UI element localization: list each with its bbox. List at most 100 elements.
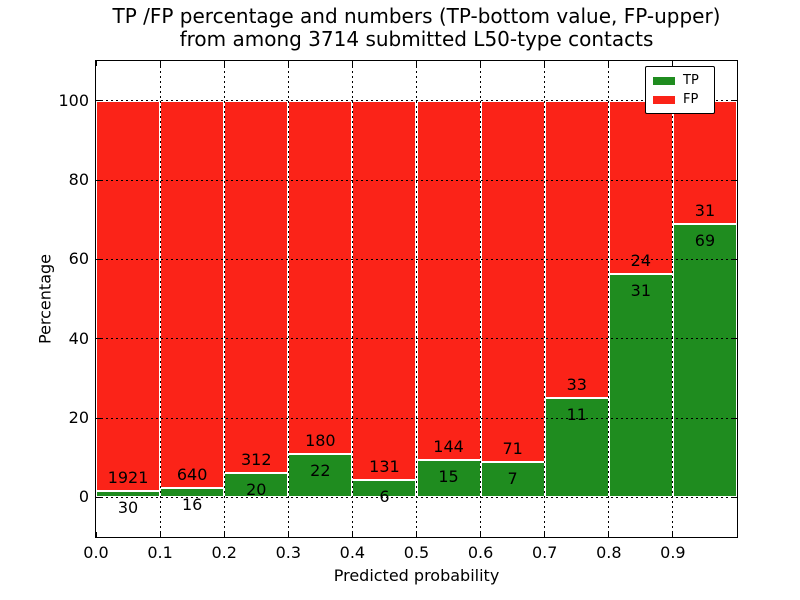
bar-label-fp-5: 144 [433,436,464,456]
y-tick-label-0: 0 [78,487,89,507]
legend-item-tp: TP [653,73,707,88]
tick-x-top-0 [95,61,97,66]
gridline-y-40 [96,338,737,340]
tick-x-top-2 [223,61,225,66]
bar-segment-fp-1 [160,100,225,488]
bar-label-fp-7: 33 [566,375,587,395]
gridline-x-0.2 [223,61,225,537]
tick-x-bottom-4 [351,532,353,537]
tick-x-top-5 [416,61,417,66]
bar-label-fp-8: 24 [630,250,652,270]
bar-label-fp-0: 1921 [107,468,149,488]
bar-segment-fp-2 [224,100,289,474]
bar-segment-fp-9 [672,100,737,224]
gridline-y-60 [96,258,737,260]
bar-label-tp-2: 20 [246,480,267,500]
tick-x-top-7 [544,61,546,66]
bar-segment-fp-4 [352,100,417,480]
tick-y-left-100 [96,100,101,102]
tick-x-top-1 [159,61,161,66]
bar-label-fp-6: 71 [502,438,523,458]
bar-label-fp-3: 180 [305,431,336,451]
gridline-y-20 [96,417,737,419]
tick-y-right-40 [732,338,737,340]
tp-swatch-icon [653,76,675,85]
gridline-x-0.8 [608,61,610,537]
bar-label-fp-2: 312 [240,450,272,470]
tick-x-top-4 [351,61,353,66]
bar-segment-fp-8 [608,100,673,274]
tick-x-top-10 [736,61,738,66]
y-tick-label-20: 20 [68,408,89,427]
tick-x-bottom-5 [416,532,417,537]
x-tick-label-0.5: 0.5 [403,543,430,562]
tick-y-left-20 [96,417,101,419]
gridline-x-0.7 [544,61,546,537]
bar-segment-tp-0 [96,491,161,498]
plot-area: 1921 30 640 16 312 20 180 22 131 6 144 15 71 7 33 11 24 3… [95,60,738,538]
tick-x-bottom-1 [159,532,161,537]
bar-label-tp-8: 31 [630,280,652,300]
bar-segment-tp-8 [608,273,673,498]
bar-label-fp-4: 131 [369,456,400,476]
bar-segment-tp-5 [416,459,481,498]
bar-label-tp-7: 11 [566,405,587,425]
x-tick-label-0.7: 0.7 [531,543,558,562]
legend-item-fp: FP [653,92,707,107]
bar-label-tp-1: 16 [181,494,203,514]
x-tick-label-0.3: 0.3 [275,543,302,562]
tick-x-top-8 [608,61,610,66]
tick-y-right-0 [732,496,737,498]
tick-x-top-6 [480,61,482,66]
gridline-y-0 [96,496,737,498]
bar-label-fp-1: 640 [176,464,208,484]
bar-label-tp-9: 69 [694,230,716,250]
gridline-y-100 [96,100,737,102]
gridline-x-0.3 [287,61,289,537]
chart-title-line1: TP /FP percentage and numbers (TP-bottom… [112,4,721,28]
x-tick-label-0.9: 0.9 [660,543,686,562]
y-tick-label-80: 80 [68,170,89,189]
gridline-x-0.9 [672,61,674,537]
tick-x-top-3 [287,61,289,66]
tick-x-bottom-6 [480,532,482,537]
bar-label-tp-6: 7 [507,468,518,488]
y-tick-label-60: 60 [68,249,89,269]
tick-x-bottom-10 [736,532,738,537]
bar-segment-tp-7 [544,398,609,498]
bar-segment-fp-3 [288,100,353,455]
bar-segment-fp-0 [96,100,161,492]
tick-y-right-80 [732,179,737,181]
legend-label-tp: TP [683,73,699,88]
y-tick-label-100: 100 [58,90,89,110]
bar-label-tp-4: 6 [379,486,390,506]
tick-y-left-0 [96,496,101,498]
bar-label-fp-9: 31 [694,200,716,220]
legend: TP FP [645,66,715,114]
bar-segment-tp-3 [288,454,353,498]
x-tick-label-0.2: 0.2 [211,543,237,562]
tick-x-bottom-3 [287,532,289,537]
x-tick-label-0.6: 0.6 [467,543,494,562]
x-tick-label-0.8: 0.8 [596,543,622,562]
legend-label-fp: FP [683,92,699,107]
tick-y-right-20 [732,417,737,419]
tick-y-left-40 [96,338,101,340]
gridline-x-0.1 [159,61,161,537]
tick-x-bottom-8 [608,532,610,537]
tick-x-bottom-2 [223,532,225,537]
x-tick-label-0.4: 0.4 [339,543,366,562]
tick-y-right-60 [732,258,737,260]
fp-swatch-icon [653,95,675,104]
bar-segment-tp-4 [352,479,417,498]
gridline-x-0.5 [416,61,417,537]
tick-y-left-60 [96,258,101,260]
bar-segment-fp-5 [416,100,481,460]
gridline-x-0.6 [480,61,482,537]
gridline-x-0.4 [351,61,353,537]
tick-x-top-9 [672,61,674,66]
tick-x-bottom-0 [95,532,97,537]
chart-title-line2: from among 3714 submitted L50-type conta… [179,27,654,51]
x-axis-label: Predicted probability [333,566,500,585]
